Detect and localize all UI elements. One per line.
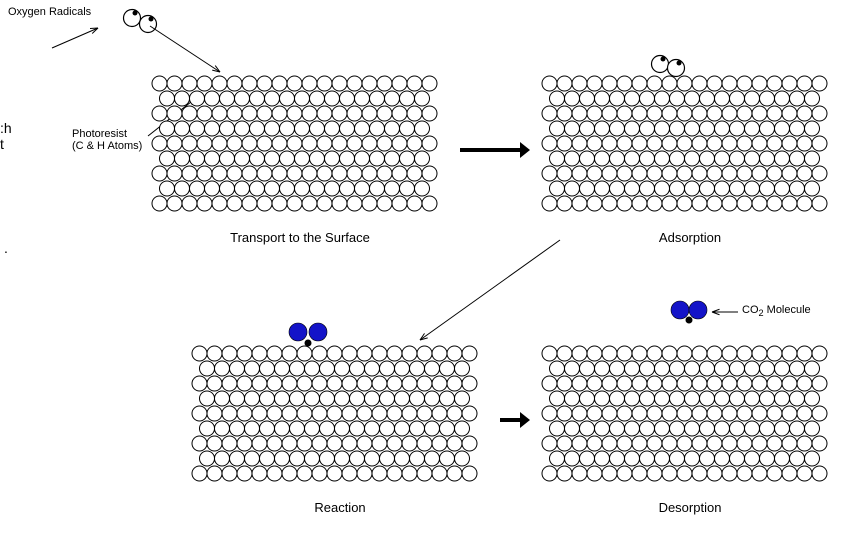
label-stray: :h t: [0, 120, 12, 152]
caption-reaction: Reaction: [260, 500, 420, 515]
label-co2-molecule: CO2 Molecule: [742, 304, 811, 318]
panel-desorption: [540, 340, 840, 520]
label-stray-dot: .: [4, 240, 8, 256]
label-oxygen-radicals: Oxygen Radicals: [8, 6, 91, 18]
panel-transport: [150, 70, 450, 250]
caption-adsorption: Adsorption: [610, 230, 770, 245]
panel-adsorption: [540, 70, 840, 250]
label-photoresist: Photoresist (C & H Atoms): [72, 128, 142, 152]
caption-transport: Transport to the Surface: [220, 230, 380, 245]
caption-desorption: Desorption: [610, 500, 770, 515]
panel-reaction: [190, 340, 490, 520]
